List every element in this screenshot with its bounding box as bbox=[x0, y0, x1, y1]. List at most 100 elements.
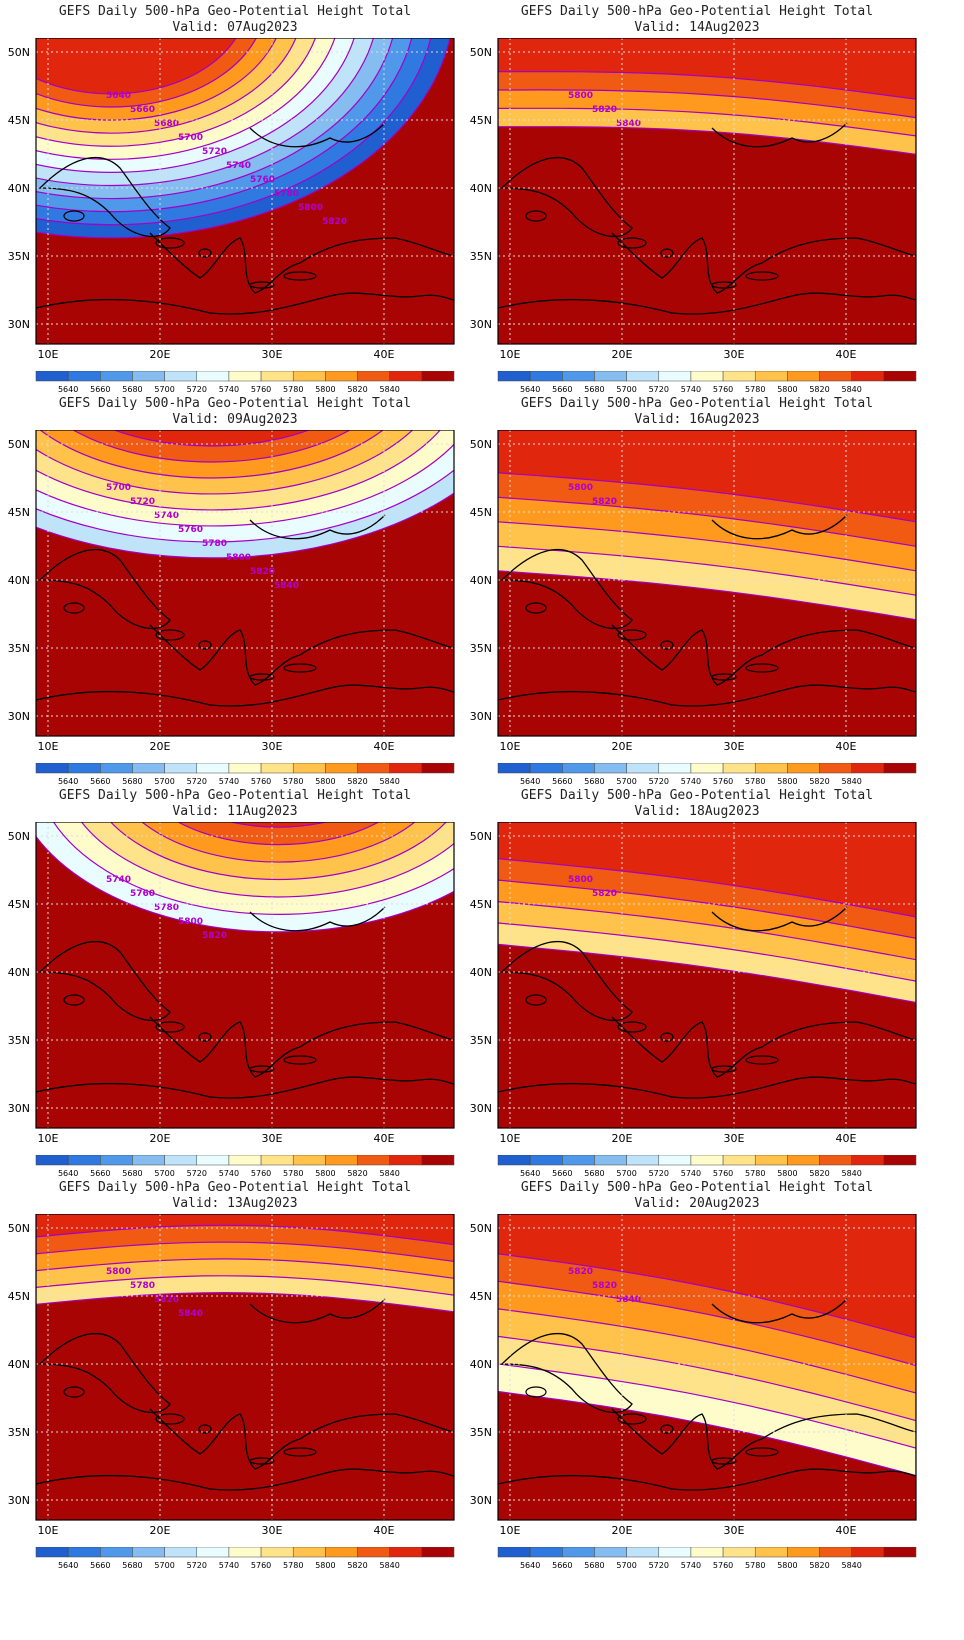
lat-tick-label: 45N bbox=[8, 506, 30, 519]
colorbar-swatch bbox=[690, 371, 724, 382]
colorbar-label: 5700 bbox=[616, 385, 636, 394]
contour-label: 5760 bbox=[130, 889, 155, 899]
colorbar-swatch bbox=[292, 1155, 326, 1166]
map-frame bbox=[497, 822, 917, 1129]
lon-tick-label: 10E bbox=[500, 740, 521, 753]
colorbar-swatch bbox=[421, 763, 455, 774]
coastline bbox=[761, 237, 916, 264]
island-outline bbox=[660, 1424, 674, 1434]
contour-label: 5820 bbox=[592, 497, 617, 507]
map-panel: GEFS Daily 500-hPa Geo-Potential Height … bbox=[462, 784, 932, 1194]
colorbar-label: 5680 bbox=[122, 385, 142, 394]
colorbar-swatch bbox=[690, 1547, 724, 1558]
colorbar-swatch bbox=[132, 763, 165, 774]
island-outline bbox=[155, 629, 185, 641]
contour-label: 5680 bbox=[154, 119, 179, 129]
coastline bbox=[149, 232, 301, 294]
colorbar-swatch bbox=[819, 763, 852, 774]
colorbar-swatch bbox=[260, 371, 294, 382]
height-band bbox=[498, 822, 916, 918]
colorbar-label: 5840 bbox=[380, 385, 400, 394]
coastline bbox=[38, 548, 171, 629]
panel-valid-date: Valid: 07Aug2023 bbox=[172, 20, 298, 35]
colorbar-label: 5740 bbox=[681, 777, 701, 786]
colorbar-label: 5700 bbox=[154, 1169, 174, 1178]
lat-tick-label: 45N bbox=[470, 506, 492, 519]
island-outline bbox=[745, 271, 779, 281]
colorbar-swatch bbox=[497, 1547, 531, 1558]
coastline bbox=[498, 1076, 916, 1099]
colorbar-label: 5700 bbox=[154, 777, 174, 786]
colorbar-swatch bbox=[164, 763, 198, 774]
colorbar-label: 5820 bbox=[347, 385, 367, 394]
island-outline bbox=[283, 663, 317, 673]
lon-tick-label: 20E bbox=[612, 1524, 633, 1537]
colorbar-swatch bbox=[658, 1547, 692, 1558]
colorbar-label: 5820 bbox=[809, 1169, 829, 1178]
colorbar-swatch bbox=[35, 763, 69, 774]
colorbar-label: 5820 bbox=[809, 385, 829, 394]
colorbar-label: 5780 bbox=[745, 777, 765, 786]
colorbar-label: 5680 bbox=[584, 1169, 604, 1178]
colorbar-swatch bbox=[292, 763, 326, 774]
contour-label: 5760 bbox=[178, 525, 203, 535]
colorbar-swatch bbox=[260, 1155, 294, 1166]
colorbar-swatch bbox=[594, 371, 627, 382]
colorbar-label: 5660 bbox=[552, 385, 572, 394]
colorbar-label: 5840 bbox=[380, 1169, 400, 1178]
colorbar-label: 5720 bbox=[649, 1561, 669, 1570]
colorbar-swatch bbox=[722, 1155, 756, 1166]
colorbar-swatch bbox=[421, 1547, 455, 1558]
map-frame bbox=[497, 430, 917, 737]
colorbar-label: 5840 bbox=[842, 1561, 862, 1570]
coastline bbox=[38, 940, 171, 1021]
colorbar-label: 5680 bbox=[584, 385, 604, 394]
colorbar-label: 5700 bbox=[616, 1561, 636, 1570]
colorbar-swatch bbox=[100, 1547, 133, 1558]
island-outline bbox=[249, 1065, 275, 1073]
lat-tick-label: 40N bbox=[8, 574, 30, 587]
lon-tick-label: 10E bbox=[38, 1524, 59, 1537]
colorbar-label: 5820 bbox=[347, 1561, 367, 1570]
contour-label: 5800 bbox=[178, 917, 203, 927]
map-frame bbox=[497, 1214, 917, 1521]
colorbar-swatch bbox=[658, 1155, 692, 1166]
contour-label: 5840 bbox=[616, 119, 641, 129]
contour-label: 5820 bbox=[202, 931, 227, 941]
island-outline bbox=[525, 994, 547, 1006]
colorbar-swatch bbox=[529, 1155, 563, 1166]
colorbar-label: 5660 bbox=[90, 1169, 110, 1178]
lat-tick-label: 30N bbox=[8, 1102, 30, 1115]
colorbar-swatch bbox=[132, 1547, 165, 1558]
colorbar-swatch bbox=[690, 763, 724, 774]
panel-title: GEFS Daily 500-hPa Geo-Potential Height … bbox=[520, 1180, 874, 1195]
map-frame bbox=[497, 38, 917, 345]
coastline bbox=[498, 292, 916, 315]
colorbar-swatch bbox=[787, 371, 820, 382]
colorbar-swatch bbox=[260, 763, 294, 774]
colorbar-label: 5840 bbox=[842, 1169, 862, 1178]
island-outline bbox=[283, 271, 317, 281]
lon-tick-label: 40E bbox=[374, 348, 395, 361]
map-panel: GEFS Daily 500-hPa Geo-Potential Height … bbox=[0, 392, 470, 802]
colorbar-swatch bbox=[754, 371, 788, 382]
lat-tick-label: 45N bbox=[470, 1290, 492, 1303]
colorbar-swatch bbox=[389, 1155, 423, 1166]
island-outline bbox=[249, 281, 275, 289]
colorbar-swatch bbox=[164, 1155, 198, 1166]
map-frame bbox=[35, 430, 455, 737]
lon-tick-label: 10E bbox=[500, 1132, 521, 1145]
lat-tick-label: 45N bbox=[470, 898, 492, 911]
coastline bbox=[711, 122, 848, 148]
lon-tick-label: 20E bbox=[612, 740, 633, 753]
colorbar-label: 5640 bbox=[520, 1561, 540, 1570]
colorbar-label: 5720 bbox=[187, 1169, 207, 1178]
lat-tick-label: 35N bbox=[470, 1034, 492, 1047]
panel-title: GEFS Daily 500-hPa Geo-Potential Height … bbox=[520, 4, 874, 19]
contour-label: 5840 bbox=[616, 1295, 641, 1305]
lon-tick-label: 10E bbox=[38, 348, 59, 361]
island-outline bbox=[63, 602, 85, 614]
colorbar-swatch bbox=[67, 371, 101, 382]
colorbar-label: 5640 bbox=[520, 1169, 540, 1178]
coastline bbox=[249, 514, 386, 540]
